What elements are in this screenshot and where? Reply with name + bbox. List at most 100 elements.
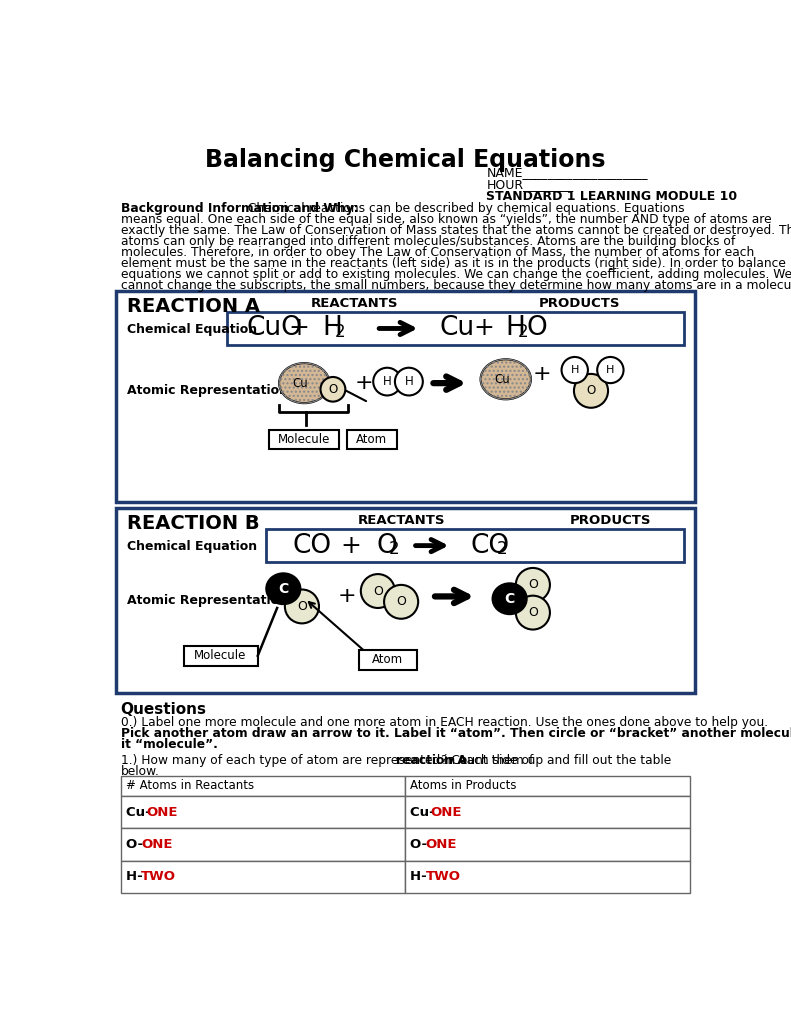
- Text: Questions: Questions: [120, 701, 206, 717]
- Text: 0.) Label one more molecule and one more atom in EACH reaction. Use the ones don: 0.) Label one more molecule and one more…: [120, 716, 768, 729]
- Text: Chemical Equation: Chemical Equation: [127, 323, 257, 336]
- Ellipse shape: [267, 573, 301, 604]
- Text: O: O: [586, 384, 596, 397]
- Text: ONE: ONE: [430, 806, 462, 818]
- Text: +: +: [289, 316, 309, 340]
- Text: atoms can only be rearranged into different molecules/substances. Atoms are the : atoms can only be rearranged into differ…: [120, 234, 735, 248]
- Text: Cu: Cu: [293, 377, 308, 390]
- Text: Atoms in Products: Atoms in Products: [411, 779, 517, 793]
- Circle shape: [320, 377, 346, 401]
- Text: Balancing Chemical Equations: Balancing Chemical Equations: [205, 147, 605, 171]
- Text: exactly the same. The Law of Conservation of Mass states that the atoms cannot b: exactly the same. The Law of Conservatio…: [120, 224, 791, 238]
- Text: ONE: ONE: [141, 838, 172, 851]
- Text: 1.) How many of each type of atom are represented in each side of: 1.) How many of each type of atom are re…: [120, 755, 537, 767]
- Ellipse shape: [279, 364, 329, 403]
- Text: +: +: [340, 534, 361, 558]
- Bar: [405, 828, 691, 860]
- Text: REACTION B: REACTION B: [127, 514, 259, 534]
- Bar: [405, 776, 691, 796]
- Text: Cu: Cu: [495, 373, 510, 386]
- Text: O: O: [527, 315, 547, 341]
- Circle shape: [361, 574, 395, 608]
- Text: TWO: TWO: [141, 870, 176, 884]
- Text: +: +: [338, 587, 356, 606]
- Text: Molecule: Molecule: [195, 649, 247, 663]
- Bar: [405, 796, 691, 828]
- Bar: [227, 312, 684, 345]
- Text: NAME____________________: NAME____________________: [486, 166, 648, 179]
- Bar: [120, 796, 405, 828]
- Text: reaction A: reaction A: [396, 755, 467, 767]
- Text: H: H: [505, 315, 526, 341]
- Text: Background Information and Why:: Background Information and Why:: [120, 202, 358, 215]
- Text: Cu: Cu: [440, 315, 475, 341]
- Bar: [116, 291, 694, 503]
- Text: +: +: [533, 364, 551, 384]
- Bar: [116, 508, 694, 692]
- Circle shape: [562, 357, 588, 383]
- Circle shape: [285, 590, 319, 624]
- Text: Molecule: Molecule: [278, 433, 331, 445]
- Circle shape: [395, 368, 423, 395]
- Text: equations we cannot split or add to existing molecules. We can change the coeffi: equations we cannot split or add to exis…: [120, 268, 791, 281]
- Text: ONE: ONE: [426, 838, 457, 851]
- Text: # Atoms in Reactants: # Atoms in Reactants: [126, 779, 254, 793]
- Text: O: O: [373, 585, 383, 598]
- Bar: [120, 776, 405, 796]
- Text: O: O: [297, 600, 307, 613]
- Text: 2: 2: [388, 541, 399, 558]
- Bar: [120, 860, 405, 893]
- Text: molecules. Therefore, in order to obey The Law of Conservation of Mass, the numb: molecules. Therefore, in order to obey T…: [120, 246, 754, 259]
- Circle shape: [384, 585, 418, 618]
- Text: PRODUCTS: PRODUCTS: [570, 514, 651, 527]
- Text: Atomic Representation: Atomic Representation: [127, 384, 288, 397]
- Text: O: O: [528, 606, 538, 620]
- Text: Atom: Atom: [356, 433, 388, 445]
- Text: Chemical Equation: Chemical Equation: [127, 540, 257, 553]
- Text: C: C: [278, 582, 289, 596]
- Ellipse shape: [481, 359, 531, 399]
- Text: means equal. One each side of the equal side, also known as “yields”, the number: means equal. One each side of the equal …: [120, 213, 771, 226]
- Bar: [405, 860, 691, 893]
- Text: ONE: ONE: [146, 806, 178, 818]
- Text: ? Count them up and fill out the table: ? Count them up and fill out the table: [441, 755, 671, 767]
- Bar: [270, 430, 339, 449]
- Text: CO: CO: [293, 532, 331, 559]
- Text: H-: H-: [126, 870, 147, 884]
- Bar: [266, 529, 684, 562]
- Text: C: C: [505, 592, 515, 606]
- Text: O: O: [528, 579, 538, 592]
- Text: 2: 2: [518, 324, 528, 341]
- Bar: [184, 646, 258, 666]
- Text: REACTION A: REACTION A: [127, 297, 259, 315]
- Text: H-: H-: [411, 870, 432, 884]
- Text: Pick another atom draw an arrow to it. Label it “atom”. Then circle or “bracket”: Pick another atom draw an arrow to it. L…: [120, 727, 791, 740]
- Text: Atomic Representation: Atomic Representation: [127, 594, 288, 607]
- Bar: [358, 649, 417, 670]
- Circle shape: [574, 374, 608, 408]
- Ellipse shape: [493, 584, 527, 614]
- Text: element must be the same in the reactants (left side) as it is in the products (: element must be the same in the reactant…: [120, 257, 785, 270]
- Text: O: O: [377, 532, 397, 559]
- Text: H: H: [322, 315, 342, 341]
- Text: H: H: [383, 375, 392, 388]
- Text: REACTANTS: REACTANTS: [311, 297, 399, 310]
- Text: H: H: [570, 365, 579, 375]
- Text: Atom: Atom: [372, 653, 403, 666]
- Text: O-: O-: [126, 838, 148, 851]
- Text: O-: O-: [411, 838, 432, 851]
- Text: TWO: TWO: [426, 870, 460, 884]
- Circle shape: [516, 568, 550, 602]
- Text: H: H: [404, 375, 413, 388]
- Circle shape: [373, 368, 401, 395]
- Text: below.: below.: [120, 765, 160, 778]
- Text: it “molecule”.: it “molecule”.: [120, 738, 218, 752]
- Text: O: O: [396, 595, 406, 608]
- Text: HOUR________: HOUR________: [486, 178, 573, 191]
- Circle shape: [597, 357, 623, 383]
- Text: O: O: [328, 383, 338, 396]
- Text: +: +: [474, 316, 494, 340]
- Text: CO: CO: [471, 532, 510, 559]
- Text: Cu-: Cu-: [411, 806, 440, 818]
- Text: REACTANTS: REACTANTS: [358, 514, 445, 527]
